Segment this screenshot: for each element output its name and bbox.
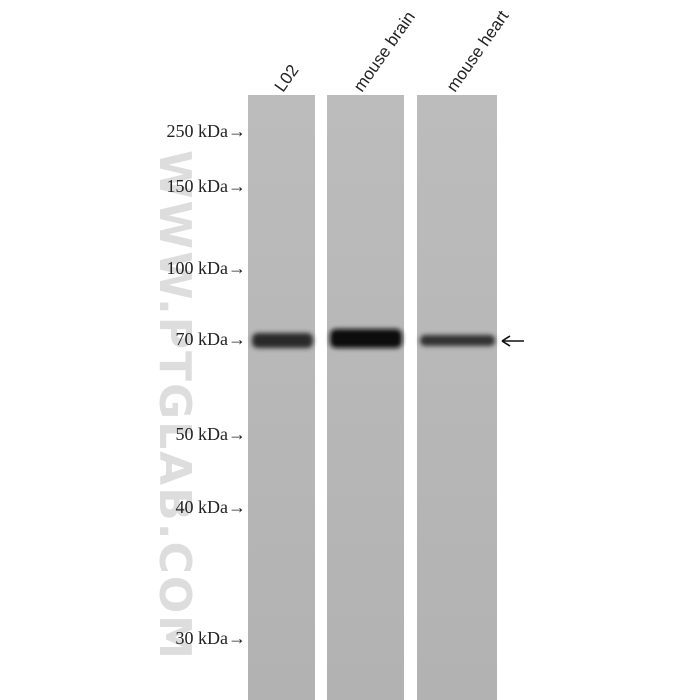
marker-label: 150 kDa→ xyxy=(167,176,247,196)
marker-label: 30 kDa→ xyxy=(176,628,247,648)
lane xyxy=(248,95,315,700)
band xyxy=(252,333,313,348)
lane xyxy=(417,95,497,700)
target-arrow xyxy=(501,335,524,347)
marker-label: 100 kDa→ xyxy=(167,258,247,278)
marker-label: 50 kDa→ xyxy=(176,424,247,444)
lane xyxy=(327,95,404,700)
band xyxy=(330,329,402,348)
marker-label: 40 kDa→ xyxy=(176,497,247,517)
bands xyxy=(252,329,495,348)
marker-label: 70 kDa→ xyxy=(176,329,247,349)
band xyxy=(420,335,495,346)
watermark: WWW.PTGLAB.COM xyxy=(149,150,200,661)
marker-label: 250 kDa→ xyxy=(167,121,247,141)
